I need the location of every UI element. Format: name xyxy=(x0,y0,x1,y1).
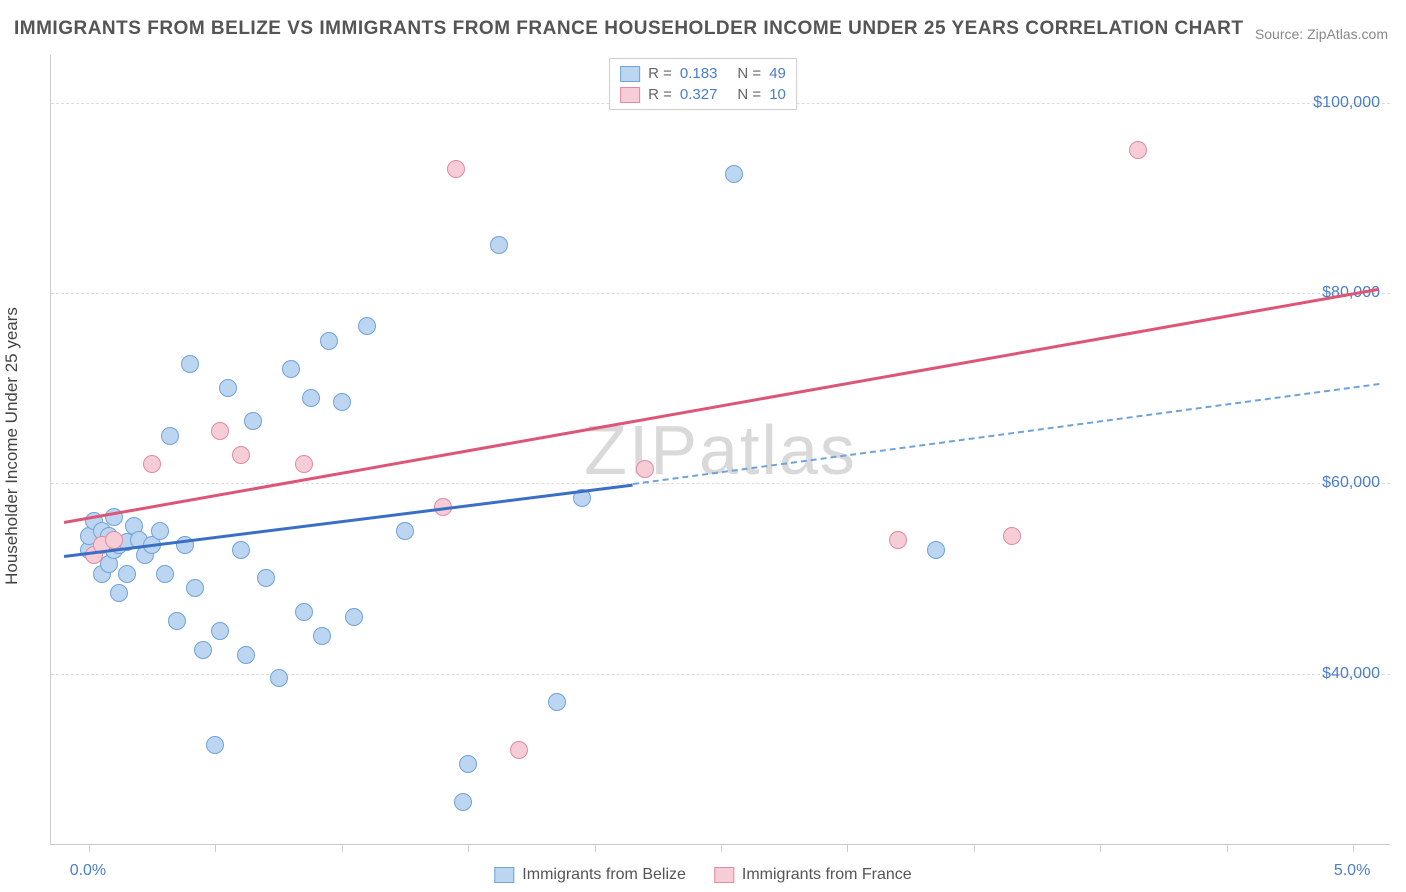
data-point-belize xyxy=(333,393,351,411)
data-point-belize xyxy=(219,379,237,397)
data-point-belize xyxy=(345,608,363,626)
r-value-belize: 0.183 xyxy=(680,65,718,82)
gridline xyxy=(51,293,1390,294)
x-tick-label: 0.0% xyxy=(70,862,106,880)
data-point-france xyxy=(636,460,654,478)
data-point-france xyxy=(889,531,907,549)
data-point-belize xyxy=(257,569,275,587)
data-point-belize xyxy=(313,627,331,645)
swatch-belize xyxy=(620,66,640,82)
data-point-belize xyxy=(396,522,414,540)
data-point-belize xyxy=(211,622,229,640)
data-point-belize xyxy=(110,584,128,602)
x-tick xyxy=(468,844,469,852)
gridline xyxy=(51,674,1390,675)
data-point-france xyxy=(1003,527,1021,545)
gridline xyxy=(51,483,1390,484)
x-tick xyxy=(1100,844,1101,852)
n-value-belize: 49 xyxy=(769,65,786,82)
data-point-belize xyxy=(295,603,313,621)
chart-title: IMMIGRANTS FROM BELIZE VS IMMIGRANTS FRO… xyxy=(14,18,1243,40)
data-point-france xyxy=(105,531,123,549)
x-tick-label: 5.0% xyxy=(1334,862,1370,880)
r-value-france: 0.327 xyxy=(680,86,718,103)
data-point-belize xyxy=(282,360,300,378)
n-label: N = xyxy=(737,65,761,82)
data-point-belize xyxy=(459,755,477,773)
source-credit: Source: ZipAtlas.com xyxy=(1255,26,1388,42)
legend-row-france: R = 0.327 N = 10 xyxy=(620,84,786,105)
n-label: N = xyxy=(737,86,761,103)
y-tick-label: $40,000 xyxy=(1322,665,1380,683)
x-tick xyxy=(89,844,90,852)
data-point-belize xyxy=(320,332,338,350)
x-tick xyxy=(342,844,343,852)
data-point-belize xyxy=(161,427,179,445)
trend-line-france xyxy=(63,288,1378,524)
data-point-belize xyxy=(232,541,250,559)
data-point-belize xyxy=(358,317,376,335)
y-tick-label: $100,000 xyxy=(1313,94,1380,112)
y-tick-label: $60,000 xyxy=(1322,474,1380,492)
data-point-france xyxy=(232,446,250,464)
x-tick xyxy=(595,844,596,852)
swatch-france xyxy=(714,867,734,883)
n-value-france: 10 xyxy=(769,86,786,103)
y-axis-label: Householder Income Under 25 years xyxy=(2,307,22,585)
data-point-belize xyxy=(490,236,508,254)
data-point-france xyxy=(211,422,229,440)
r-label: R = xyxy=(648,86,672,103)
legend-item-france: Immigrants from France xyxy=(714,866,912,884)
data-point-belize xyxy=(270,669,288,687)
legend-item-belize: Immigrants from Belize xyxy=(494,866,686,884)
swatch-france xyxy=(620,87,640,103)
trend-line-belize xyxy=(63,483,632,557)
data-point-belize xyxy=(548,693,566,711)
x-tick xyxy=(1353,844,1354,852)
data-point-belize xyxy=(156,565,174,583)
r-label: R = xyxy=(648,65,672,82)
data-point-belize xyxy=(454,793,472,811)
x-tick xyxy=(721,844,722,852)
data-point-belize xyxy=(118,565,136,583)
legend-correlation: R = 0.183 N = 49 R = 0.327 N = 10 xyxy=(609,58,797,110)
data-point-france xyxy=(447,160,465,178)
data-point-belize xyxy=(181,355,199,373)
data-point-belize xyxy=(725,165,743,183)
data-point-belize xyxy=(244,412,262,430)
data-point-belize xyxy=(237,646,255,664)
trend-line-belize-ext xyxy=(632,383,1378,485)
x-tick xyxy=(847,844,848,852)
plot-area: ZIPatlas $40,000$60,000$80,000$100,000 xyxy=(50,55,1390,845)
data-point-belize xyxy=(186,579,204,597)
series-label-france: Immigrants from France xyxy=(742,866,912,884)
x-tick xyxy=(1227,844,1228,852)
data-point-belize xyxy=(206,736,224,754)
data-point-belize xyxy=(302,389,320,407)
data-point-belize xyxy=(194,641,212,659)
x-tick xyxy=(215,844,216,852)
data-point-belize xyxy=(168,612,186,630)
legend-series: Immigrants from Belize Immigrants from F… xyxy=(494,866,911,884)
x-tick xyxy=(974,844,975,852)
swatch-belize xyxy=(494,867,514,883)
data-point-france xyxy=(295,455,313,473)
data-point-france xyxy=(1129,141,1147,159)
data-point-belize xyxy=(151,522,169,540)
series-label-belize: Immigrants from Belize xyxy=(522,866,686,884)
legend-row-belize: R = 0.183 N = 49 xyxy=(620,63,786,84)
data-point-france xyxy=(510,741,528,759)
data-point-belize xyxy=(927,541,945,559)
data-point-france xyxy=(143,455,161,473)
